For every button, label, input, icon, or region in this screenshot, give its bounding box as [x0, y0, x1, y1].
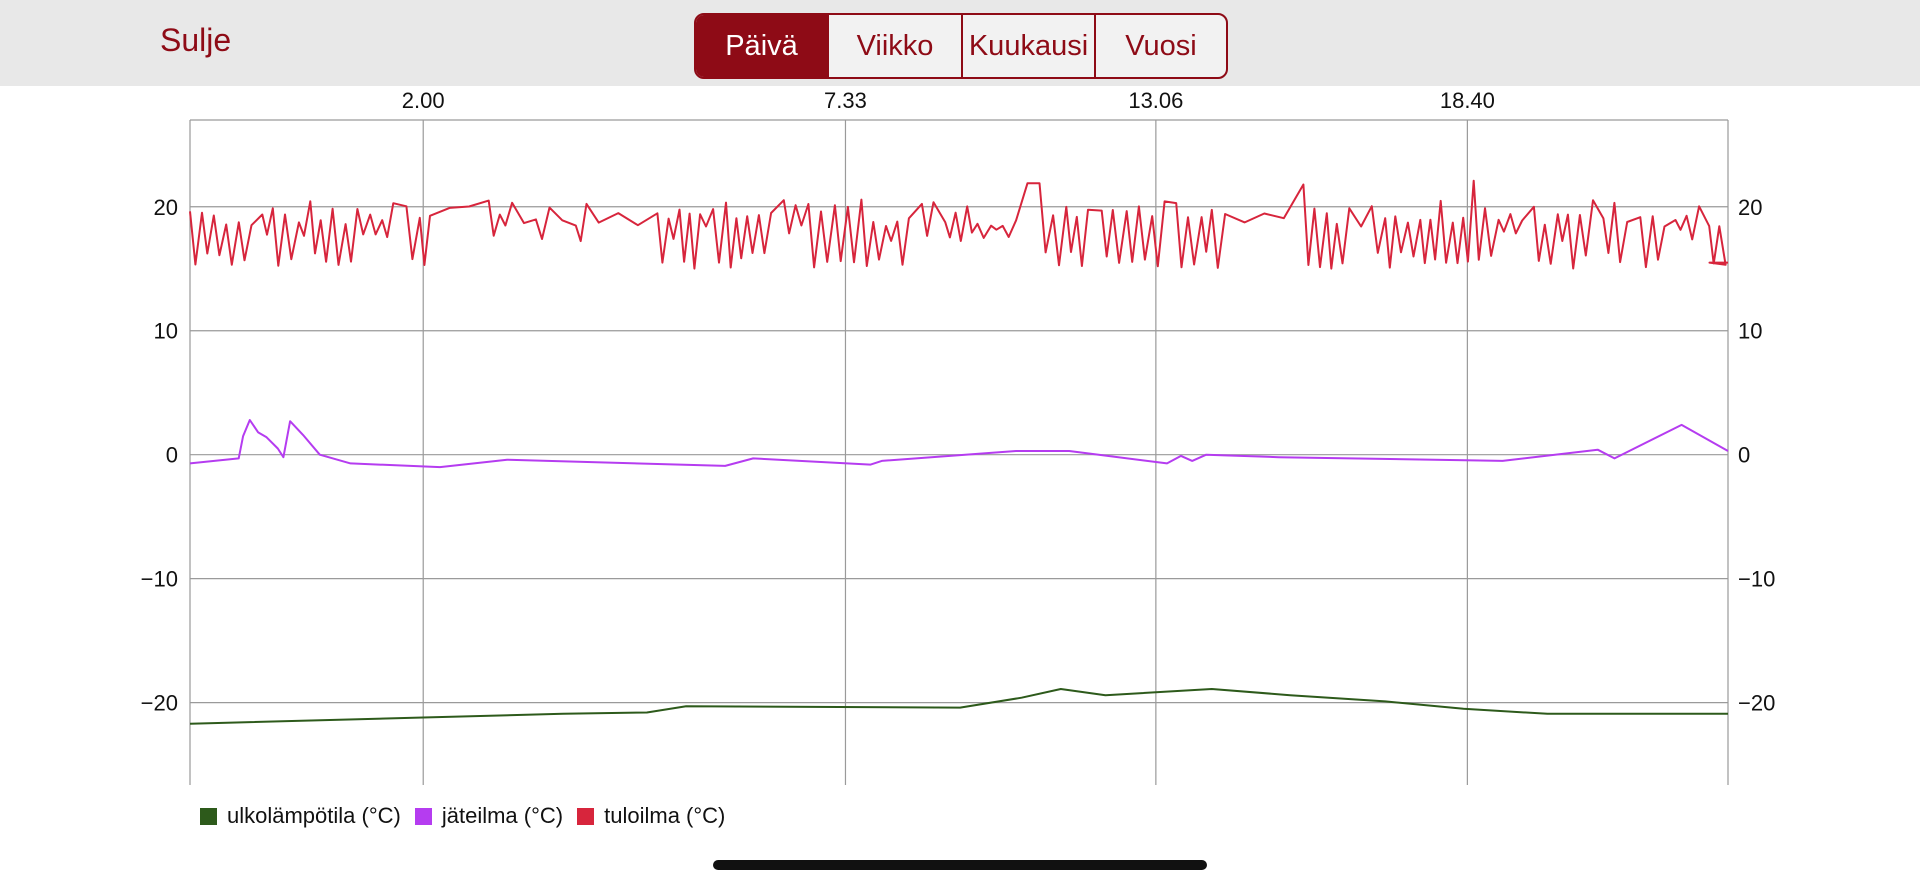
- legend-item-exhaust: jäteilma (°C): [414, 803, 564, 829]
- legend-label-outdoor: ulkolämpötila (°C): [227, 803, 401, 828]
- legend-label-exhaust: jäteilma (°C): [441, 803, 564, 828]
- legend-item-supply: tuloilma (°C): [577, 803, 725, 829]
- y-tick-label-right: 0: [1738, 443, 1750, 468]
- close-button[interactable]: Sulje: [160, 22, 232, 58]
- top-toolbar: Sulje Päivä Viikko Kuukausi Vuosi: [0, 0, 1920, 86]
- x-tick-label: 13.06: [1128, 88, 1183, 113]
- y-tick-label-left: −20: [141, 691, 178, 716]
- segment-day[interactable]: Päivä: [696, 15, 827, 77]
- segment-year[interactable]: Vuosi: [1094, 15, 1226, 77]
- y-tick-label-left: −10: [141, 567, 178, 592]
- temperature-line-chart: −20 −20 −10 −10 0 0 10 10 20 20 2.00 7.33 13.06 18.40: [141, 88, 1776, 785]
- series-exhaust-line: [189, 419, 1729, 469]
- y-tick-label-right: 20: [1738, 195, 1762, 220]
- y-tick-label-right: −10: [1738, 567, 1775, 592]
- legend-swatch-supply: [577, 807, 595, 825]
- x-tick-label: 18.40: [1440, 88, 1495, 113]
- series-supply-line: [189, 179, 1728, 270]
- legend-swatch-exhaust: [414, 807, 432, 825]
- y-tick-label-left: 10: [154, 319, 178, 344]
- y-tick-label-left: 0: [166, 443, 178, 468]
- y-tick-label-right: 10: [1738, 319, 1762, 344]
- x-tick-label: 7.33: [824, 88, 867, 113]
- x-tick-label: 2.00: [402, 88, 445, 113]
- y-tick-label-left: 20: [154, 195, 178, 220]
- series-lines: [189, 179, 1729, 725]
- segment-month[interactable]: Kuukausi: [961, 15, 1094, 77]
- legend-label-supply: tuloilma (°C): [604, 803, 726, 828]
- legend-swatch-outdoor: [200, 807, 217, 825]
- chart-legend: ulkolämpötila (°C) jäteilma (°C) tuloilm…: [200, 803, 739, 829]
- series-outdoor-line: [189, 688, 1728, 725]
- home-indicator: [713, 860, 1207, 870]
- axis-labels: −20 −20 −10 −10 0 0 10 10 20 20 2.00 7.33 13.06 18.40: [141, 88, 1776, 716]
- period-segmented-control: Päivä Viikko Kuukausi Vuosi: [694, 13, 1228, 79]
- legend-item-outdoor: ulkolämpötila (°C): [200, 803, 401, 829]
- segment-week[interactable]: Viikko: [827, 15, 961, 77]
- y-tick-label-right: −20: [1738, 691, 1775, 716]
